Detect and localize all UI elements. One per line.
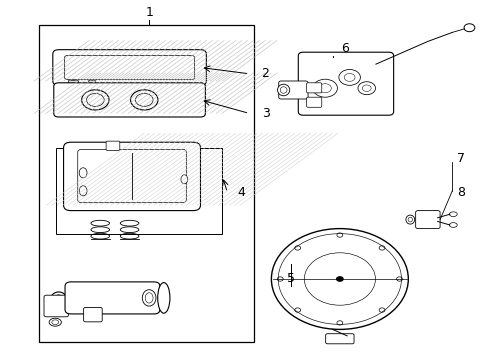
FancyBboxPatch shape	[278, 81, 307, 99]
Circle shape	[335, 276, 343, 282]
Text: 2: 2	[261, 67, 269, 80]
Ellipse shape	[54, 295, 63, 303]
Ellipse shape	[181, 175, 187, 184]
FancyBboxPatch shape	[306, 97, 321, 107]
Text: 1: 1	[145, 6, 153, 19]
Ellipse shape	[49, 318, 61, 326]
Bar	[68, 80, 78, 85]
Ellipse shape	[142, 290, 156, 306]
Ellipse shape	[158, 283, 170, 313]
Bar	[39, 25, 254, 342]
Circle shape	[81, 90, 109, 110]
Ellipse shape	[277, 84, 289, 96]
Text: 5: 5	[286, 273, 294, 285]
FancyBboxPatch shape	[53, 50, 206, 85]
Ellipse shape	[79, 168, 87, 178]
FancyBboxPatch shape	[83, 307, 102, 322]
Ellipse shape	[407, 217, 411, 222]
Bar	[56, 148, 222, 234]
FancyBboxPatch shape	[65, 282, 160, 314]
Text: 7: 7	[456, 152, 464, 165]
Text: 8: 8	[456, 186, 464, 199]
Bar	[88, 80, 95, 85]
Ellipse shape	[280, 87, 286, 93]
Ellipse shape	[51, 292, 66, 306]
FancyBboxPatch shape	[415, 211, 439, 229]
Ellipse shape	[52, 320, 59, 325]
Ellipse shape	[448, 222, 456, 228]
Ellipse shape	[79, 186, 87, 196]
FancyBboxPatch shape	[298, 52, 393, 115]
FancyBboxPatch shape	[306, 83, 321, 93]
FancyBboxPatch shape	[325, 334, 353, 344]
Text: 3: 3	[261, 107, 269, 120]
FancyBboxPatch shape	[44, 295, 68, 317]
Circle shape	[130, 90, 158, 110]
FancyBboxPatch shape	[106, 141, 120, 150]
FancyBboxPatch shape	[54, 83, 205, 117]
FancyBboxPatch shape	[64, 55, 194, 80]
Text: 4: 4	[237, 186, 244, 199]
Ellipse shape	[405, 215, 414, 224]
Ellipse shape	[448, 212, 456, 216]
FancyBboxPatch shape	[63, 142, 200, 211]
Ellipse shape	[145, 293, 153, 303]
Text: 6: 6	[340, 42, 348, 55]
